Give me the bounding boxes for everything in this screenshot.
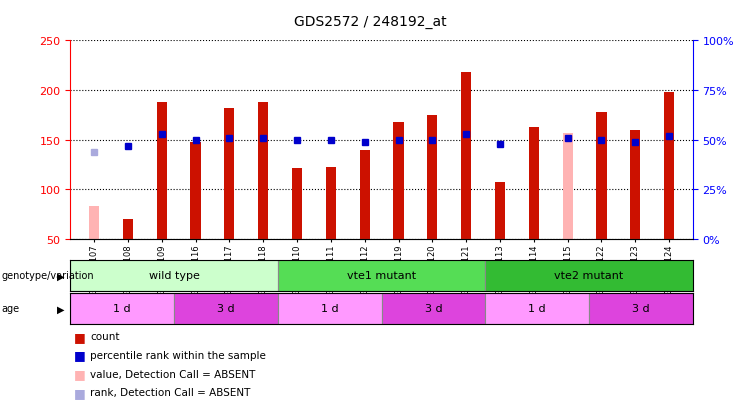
Bar bbox=[485, 260, 693, 291]
Bar bbox=[597, 113, 607, 240]
Bar bbox=[664, 93, 674, 240]
Text: percentile rank within the sample: percentile rank within the sample bbox=[90, 350, 266, 360]
Text: count: count bbox=[90, 332, 120, 342]
Bar bbox=[174, 293, 278, 324]
Bar bbox=[529, 128, 539, 240]
Bar bbox=[461, 73, 471, 240]
Bar bbox=[495, 183, 505, 240]
Bar bbox=[562, 133, 573, 240]
Text: 3 d: 3 d bbox=[425, 304, 442, 314]
Bar bbox=[485, 293, 589, 324]
Text: age: age bbox=[1, 304, 19, 314]
Text: ■: ■ bbox=[74, 386, 86, 399]
Text: GDS2572 / 248192_at: GDS2572 / 248192_at bbox=[294, 15, 447, 29]
Bar bbox=[278, 293, 382, 324]
Bar bbox=[359, 150, 370, 240]
Text: 1 d: 1 d bbox=[321, 304, 339, 314]
Bar bbox=[258, 103, 268, 240]
Bar bbox=[89, 207, 99, 240]
Bar bbox=[292, 168, 302, 240]
Text: ▶: ▶ bbox=[57, 304, 64, 314]
Bar bbox=[225, 109, 234, 240]
Bar bbox=[393, 123, 404, 240]
Text: value, Detection Call = ABSENT: value, Detection Call = ABSENT bbox=[90, 369, 256, 379]
Text: vte2 mutant: vte2 mutant bbox=[554, 271, 624, 281]
Bar bbox=[631, 131, 640, 240]
Bar bbox=[382, 293, 485, 324]
Text: 3 d: 3 d bbox=[632, 304, 650, 314]
Text: ■: ■ bbox=[74, 349, 86, 362]
Text: wild type: wild type bbox=[149, 271, 199, 281]
Bar bbox=[428, 116, 437, 240]
Bar bbox=[70, 260, 278, 291]
Text: 1 d: 1 d bbox=[113, 304, 131, 314]
Text: ▶: ▶ bbox=[57, 271, 64, 281]
Text: ■: ■ bbox=[74, 330, 86, 343]
Text: rank, Detection Call = ABSENT: rank, Detection Call = ABSENT bbox=[90, 387, 250, 397]
Bar bbox=[278, 260, 485, 291]
Text: ■: ■ bbox=[74, 367, 86, 380]
Text: vte1 mutant: vte1 mutant bbox=[347, 271, 416, 281]
Bar bbox=[156, 103, 167, 240]
Bar bbox=[123, 220, 133, 240]
Bar bbox=[70, 293, 174, 324]
Bar bbox=[326, 167, 336, 240]
Bar bbox=[190, 142, 201, 240]
Text: genotype/variation: genotype/variation bbox=[1, 271, 94, 281]
Text: 3 d: 3 d bbox=[217, 304, 235, 314]
Bar bbox=[589, 293, 693, 324]
Text: 1 d: 1 d bbox=[528, 304, 546, 314]
